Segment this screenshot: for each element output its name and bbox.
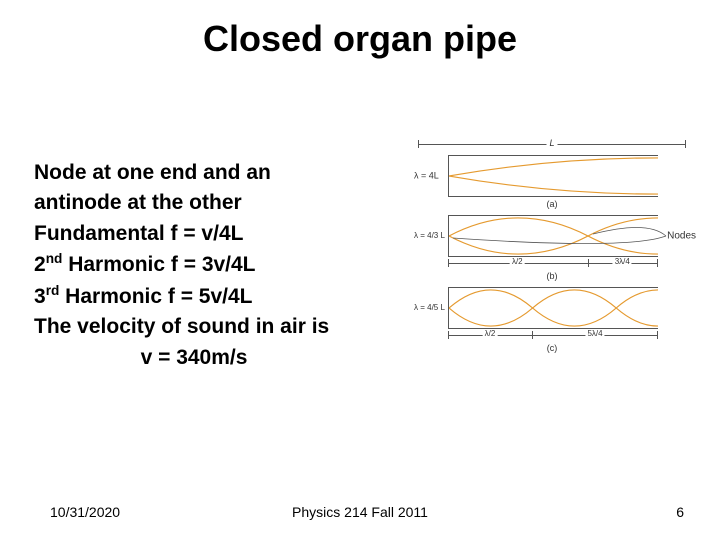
body-line-5: 3rd Harmonic f = 5v/4L xyxy=(34,281,394,312)
panel-b-nodes-label: Nodes xyxy=(667,231,696,242)
body-line-7: v = 340m/s xyxy=(34,343,354,373)
body-l5-pre: 3 xyxy=(34,285,46,308)
body-line-3: Fundamental f = v/4L xyxy=(34,219,394,249)
body-line-2: antinode at the other xyxy=(34,188,394,218)
body-l4-pre: 2 xyxy=(34,253,46,276)
body-line-1: Node at one end and an xyxy=(34,158,394,188)
panel-b-measure: λ/2 3λ/4 xyxy=(448,259,658,269)
body-text: Node at one end and an antinode at the o… xyxy=(34,158,394,373)
panel-c-seg1-label: λ/2 xyxy=(483,329,498,338)
standing-wave-figure: L λ = 4L (a) λ = 4/3 L xyxy=(412,138,692,388)
panel-b-letter: (b) xyxy=(412,271,692,281)
slide-title: Closed organ pipe xyxy=(0,18,720,60)
panel-c-lambda: λ = 4/5 L xyxy=(414,304,445,312)
figure-panel-c: λ = 4/5 L λ/2 5λ/4 (c) xyxy=(412,287,692,353)
panel-b-lambda: λ = 4/3 L xyxy=(414,232,445,240)
body-l4-ord: nd xyxy=(46,251,63,266)
footer-page-number: 6 xyxy=(676,504,684,520)
body-line-4: 2nd Harmonic f = 3v/4L xyxy=(34,249,394,280)
panel-c-seg2-label: 5λ/4 xyxy=(585,329,604,338)
body-l5-post: Harmonic f = 5v/4L xyxy=(59,285,252,308)
panel-b-seg1-label: λ/2 xyxy=(510,257,525,266)
panel-c-measure: λ/2 5λ/4 xyxy=(448,331,658,341)
figure-length-label: L xyxy=(546,138,557,148)
panel-a-letter: (a) xyxy=(412,199,692,209)
footer-course: Physics 214 Fall 2011 xyxy=(0,504,720,520)
figure-panel-b: λ = 4/3 L Nodes λ/2 xyxy=(412,215,692,281)
panel-b-seg2-label: 3λ/4 xyxy=(613,257,632,266)
figure-panel-a: λ = 4L (a) xyxy=(412,155,692,209)
panel-c-letter: (c) xyxy=(412,343,692,353)
body-line-6: The velocity of sound in air is xyxy=(34,312,394,342)
body-l5-ord: rd xyxy=(46,283,60,298)
body-l4-post: Harmonic f = 3v/4L xyxy=(62,253,255,276)
panel-a-lambda: λ = 4L xyxy=(414,172,439,181)
figure-length-bar: L xyxy=(418,140,686,152)
